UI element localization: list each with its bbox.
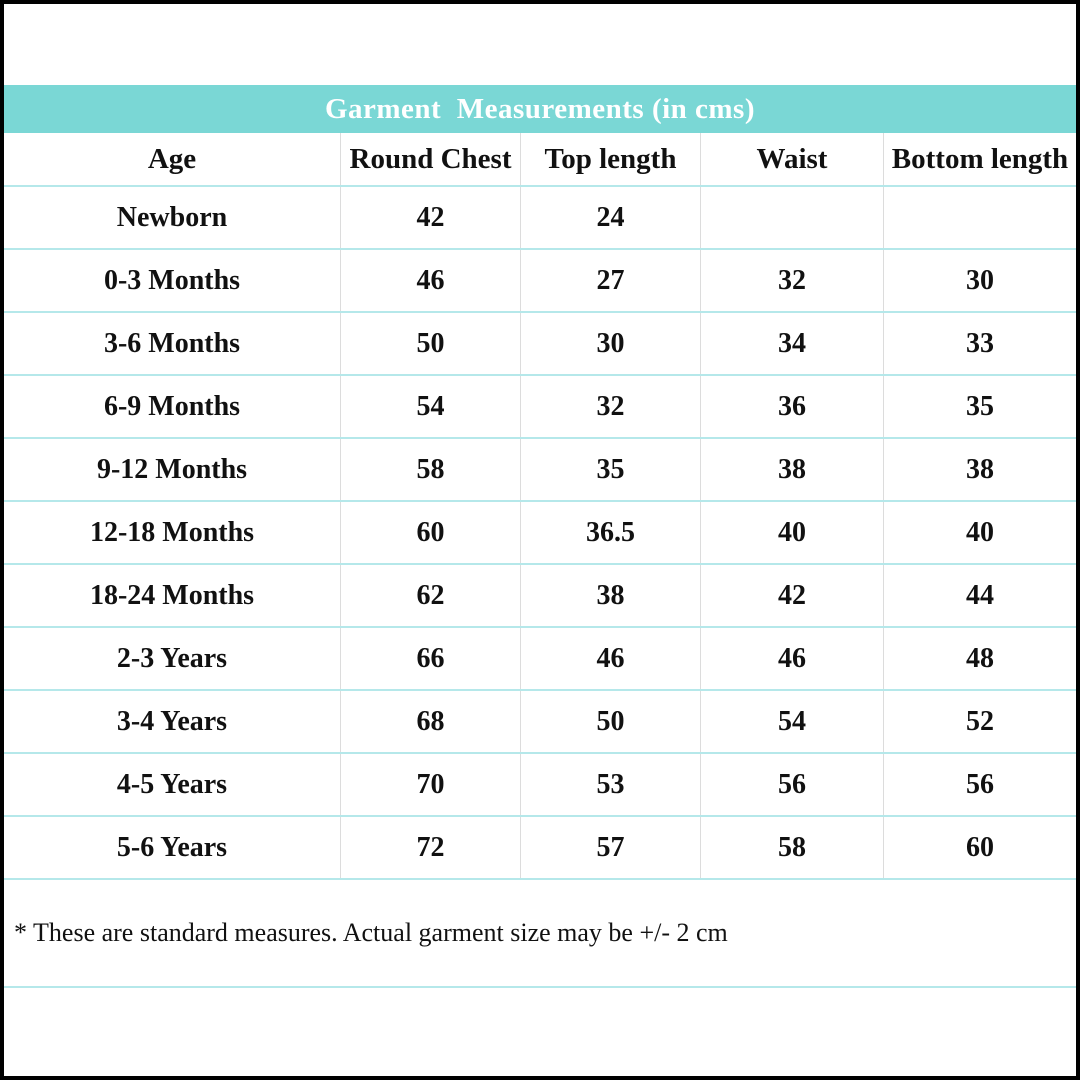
age-cell: 0-3 Months xyxy=(103,264,241,296)
bottom-length-cell: 40 xyxy=(883,502,1076,563)
age-cell: 3-6 Months xyxy=(103,327,241,359)
waist-cell: 38 xyxy=(700,439,883,500)
footnote-section: * These are standard measures. Actual ga… xyxy=(4,880,1076,988)
bottom-length-cell: 60 xyxy=(883,817,1076,878)
table-row: 3-4 Years 68 50 54 52 xyxy=(4,691,1076,754)
age-cell: 2-3 Years xyxy=(116,642,228,674)
top-length-cell: 46 xyxy=(520,628,700,689)
waist-cell: 56 xyxy=(700,754,883,815)
bottom-length-cell: 56 xyxy=(883,754,1076,815)
round-chest-cell: 54 xyxy=(340,376,520,437)
table-row: Newborn 42 24 xyxy=(4,187,1076,250)
table-header-row: Age Round Chest Top length Waist Bottom … xyxy=(4,133,1076,187)
age-cell: 9-12 Months xyxy=(96,453,248,485)
waist-cell xyxy=(700,187,883,248)
bottom-length-cell: 52 xyxy=(883,691,1076,752)
table-row: 9-12 Months 58 35 38 38 xyxy=(4,439,1076,502)
top-length-cell: 53 xyxy=(520,754,700,815)
top-length-cell: 38 xyxy=(520,565,700,626)
column-header-bottom-length: Bottom length xyxy=(883,133,1076,185)
round-chest-cell: 72 xyxy=(340,817,520,878)
bottom-length-cell: 38 xyxy=(883,439,1076,500)
column-header-waist: Waist xyxy=(700,133,883,185)
age-cell: 12-18 Months xyxy=(89,516,255,548)
age-cell: 3-4 Years xyxy=(116,705,228,737)
waist-cell: 58 xyxy=(700,817,883,878)
title-band: Garment Measurements (in cms) xyxy=(4,85,1076,133)
table-row: 2-3 Years 66 46 46 48 xyxy=(4,628,1076,691)
round-chest-cell: 62 xyxy=(340,565,520,626)
column-header-age: Age xyxy=(147,142,197,175)
top-length-cell: 36.5 xyxy=(520,502,700,563)
waist-cell: 54 xyxy=(700,691,883,752)
bottom-length-cell: 30 xyxy=(883,250,1076,311)
round-chest-cell: 68 xyxy=(340,691,520,752)
column-header-top-length: Top length xyxy=(520,133,700,185)
bottom-length-cell: 33 xyxy=(883,313,1076,374)
round-chest-cell: 66 xyxy=(340,628,520,689)
table-row: 6-9 Months 54 32 36 35 xyxy=(4,376,1076,439)
age-cell: 18-24 Months xyxy=(89,579,255,611)
top-length-cell: 32 xyxy=(520,376,700,437)
bottom-length-cell xyxy=(883,187,1076,248)
bottom-length-cell: 48 xyxy=(883,628,1076,689)
table-row: 3-6 Months 50 30 34 33 xyxy=(4,313,1076,376)
column-header-round-chest: Round Chest xyxy=(340,133,520,185)
round-chest-cell: 50 xyxy=(340,313,520,374)
bottom-length-cell: 35 xyxy=(883,376,1076,437)
round-chest-cell: 46 xyxy=(340,250,520,311)
top-length-cell: 27 xyxy=(520,250,700,311)
top-length-cell: 50 xyxy=(520,691,700,752)
top-length-cell: 30 xyxy=(520,313,700,374)
round-chest-cell: 58 xyxy=(340,439,520,500)
top-length-cell: 57 xyxy=(520,817,700,878)
waist-cell: 40 xyxy=(700,502,883,563)
age-cell: 4-5 Years xyxy=(116,768,228,800)
table-row: 18-24 Months 62 38 42 44 xyxy=(4,565,1076,628)
round-chest-cell: 42 xyxy=(340,187,520,248)
top-length-cell: 24 xyxy=(520,187,700,248)
footnote-text: * These are standard measures. Actual ga… xyxy=(14,918,728,947)
age-cell: 6-9 Months xyxy=(103,390,241,422)
round-chest-cell: 70 xyxy=(340,754,520,815)
table-row: 12-18 Months 60 36.5 40 40 xyxy=(4,502,1076,565)
round-chest-cell: 60 xyxy=(340,502,520,563)
bottom-length-cell: 44 xyxy=(883,565,1076,626)
waist-cell: 32 xyxy=(700,250,883,311)
top-length-cell: 35 xyxy=(520,439,700,500)
waist-cell: 46 xyxy=(700,628,883,689)
waist-cell: 34 xyxy=(700,313,883,374)
table-row: 5-6 Years 72 57 58 60 xyxy=(4,817,1076,880)
age-cell: Newborn xyxy=(116,201,228,233)
bottom-spacer xyxy=(4,988,1076,1076)
table-row: 4-5 Years 70 53 56 56 xyxy=(4,754,1076,817)
chart-title: Garment Measurements (in cms) xyxy=(324,92,756,125)
top-spacer xyxy=(4,4,1076,85)
table-row: 0-3 Months 46 27 32 30 xyxy=(4,250,1076,313)
age-cell: 5-6 Years xyxy=(116,831,228,863)
waist-cell: 42 xyxy=(700,565,883,626)
waist-cell: 36 xyxy=(700,376,883,437)
